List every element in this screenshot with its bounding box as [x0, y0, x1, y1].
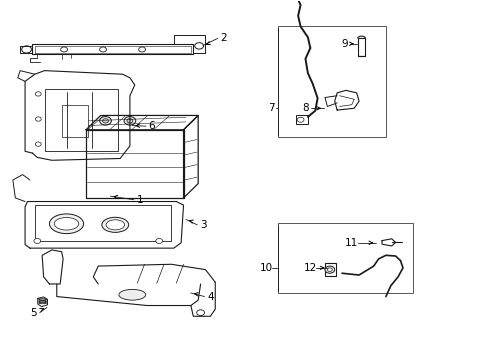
Circle shape	[124, 117, 136, 125]
Circle shape	[35, 117, 41, 121]
Circle shape	[194, 42, 203, 49]
Ellipse shape	[119, 289, 145, 300]
Bar	[61, 105, 88, 137]
Text: 7: 7	[267, 103, 274, 113]
Text: 4: 4	[206, 292, 213, 302]
Bar	[35, 205, 171, 241]
Circle shape	[21, 46, 31, 53]
Ellipse shape	[106, 220, 124, 230]
Circle shape	[327, 268, 331, 271]
Circle shape	[35, 92, 41, 96]
Text: 1: 1	[136, 195, 142, 205]
Circle shape	[127, 119, 133, 123]
Text: 5: 5	[30, 308, 37, 318]
Circle shape	[196, 310, 204, 316]
Text: 12: 12	[303, 263, 316, 273]
Bar	[357, 39, 365, 56]
Bar	[325, 263, 335, 276]
Text: 3: 3	[199, 220, 206, 230]
Circle shape	[61, 47, 67, 52]
Text: 10: 10	[259, 263, 272, 273]
Circle shape	[100, 117, 111, 125]
Circle shape	[34, 238, 41, 243]
Bar	[295, 115, 307, 124]
Circle shape	[100, 47, 106, 52]
Bar	[44, 89, 118, 151]
Circle shape	[35, 142, 41, 146]
Text: 6: 6	[148, 121, 155, 131]
Ellipse shape	[49, 214, 83, 234]
Circle shape	[325, 266, 334, 273]
Circle shape	[297, 117, 304, 122]
Circle shape	[139, 47, 145, 52]
Bar	[277, 26, 385, 137]
Circle shape	[156, 238, 162, 243]
Circle shape	[102, 119, 108, 123]
Text: 2: 2	[220, 33, 226, 43]
Text: 8: 8	[302, 103, 308, 113]
Text: 11: 11	[345, 238, 358, 248]
Ellipse shape	[102, 217, 128, 232]
Ellipse shape	[54, 217, 79, 230]
Bar	[277, 223, 412, 293]
Text: 9: 9	[341, 39, 347, 49]
